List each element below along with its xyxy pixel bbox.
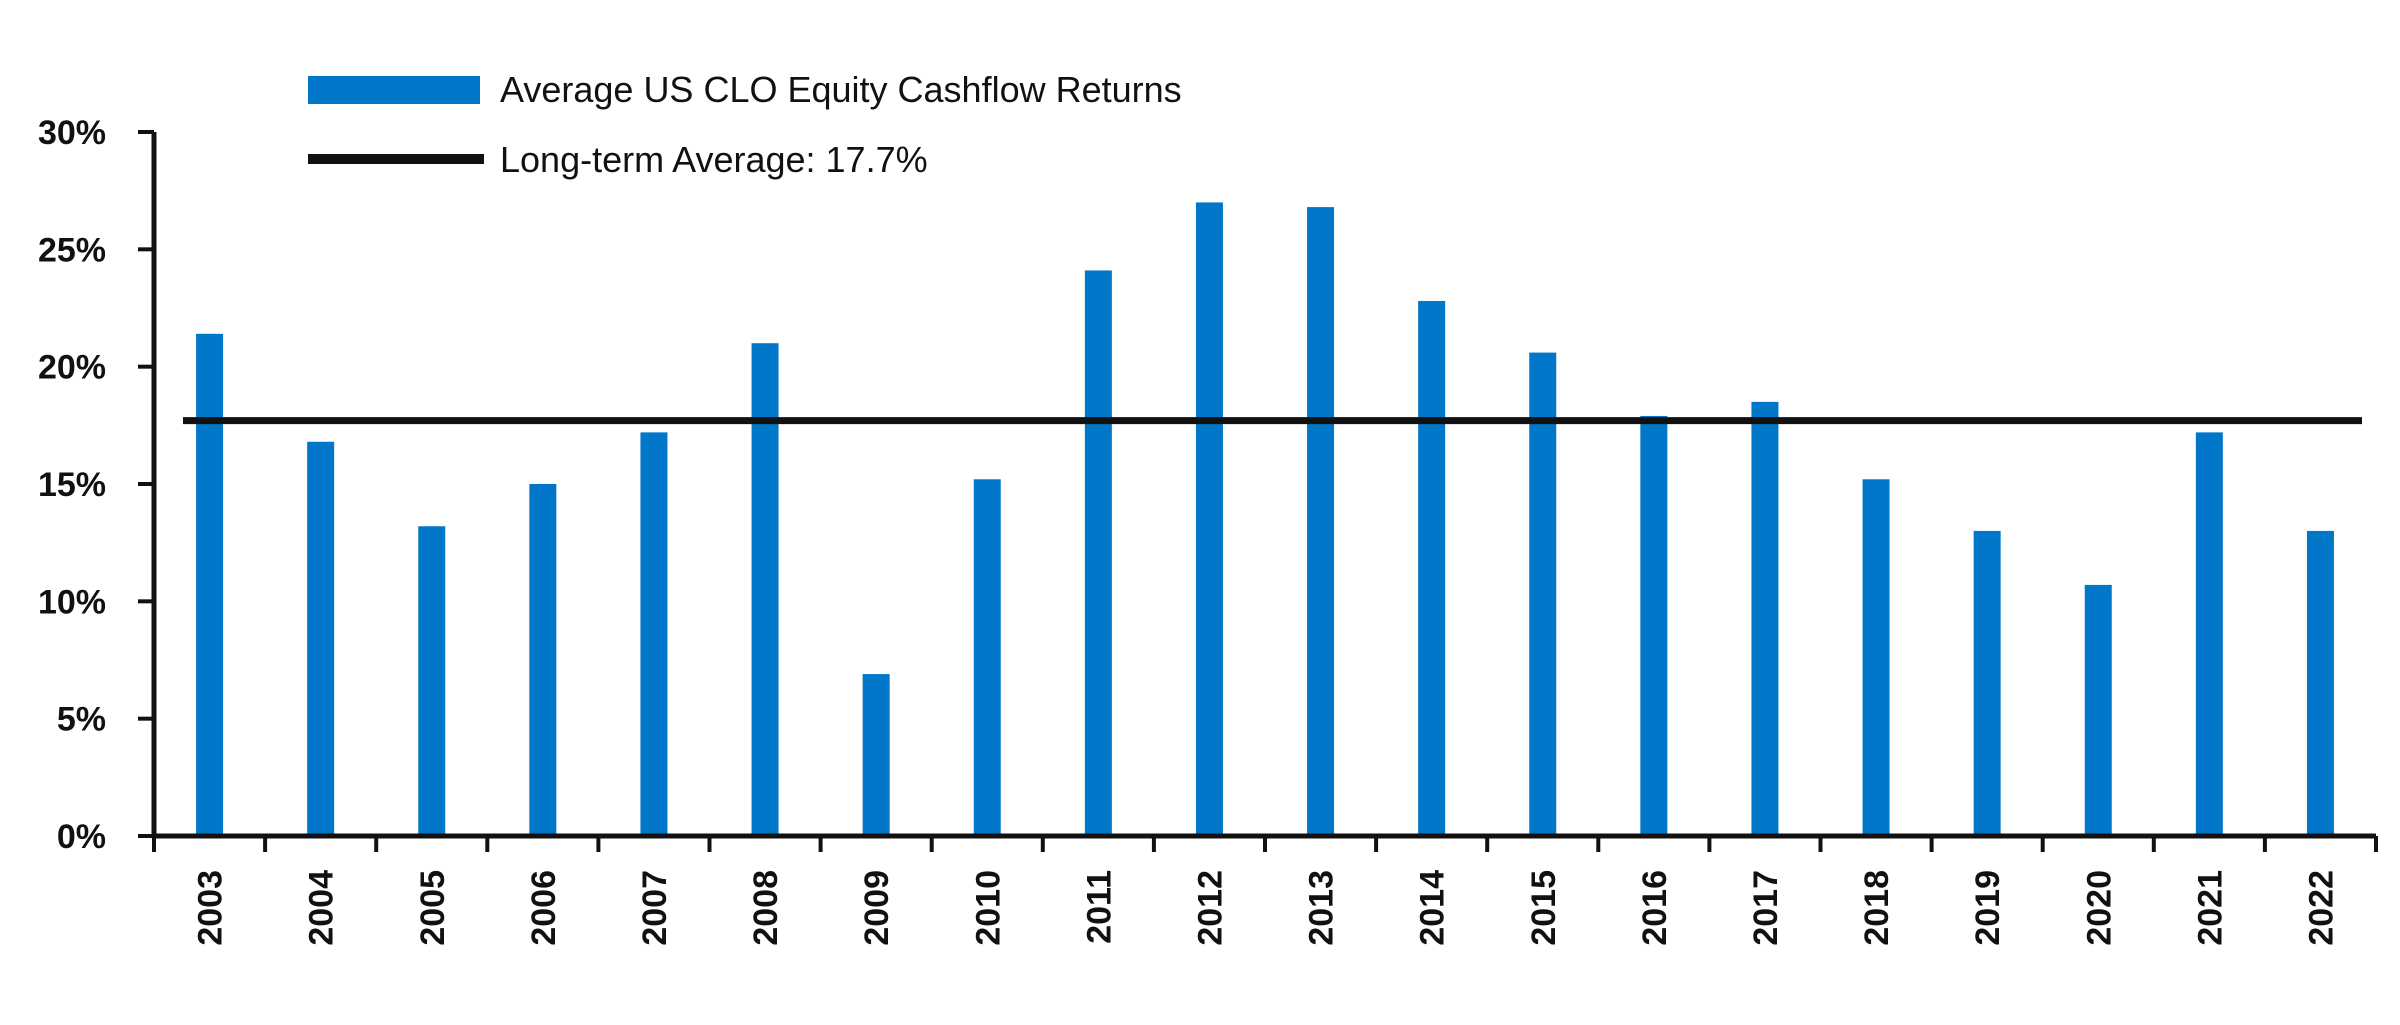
bar-2015 <box>1529 352 1557 836</box>
x-tick-label: 2019 <box>1969 870 2007 946</box>
y-tick-label: 10% <box>38 583 106 621</box>
y-tick-label: 25% <box>38 231 106 269</box>
legend-swatch-line <box>308 154 484 164</box>
y-axis-ticks: 0% 5% 10% 15% 20% 25% 30% <box>38 114 154 856</box>
bar-2009 <box>862 674 890 836</box>
legend-label-bar-series: Average US CLO Equity Cashflow Returns <box>500 69 1182 110</box>
bar-2013 <box>1307 207 1335 837</box>
bar-2005 <box>418 526 446 836</box>
x-tick-label: 2014 <box>1414 870 1452 946</box>
y-tick-label: 30% <box>38 114 106 152</box>
x-tick-label: 2003 <box>192 870 230 946</box>
x-tick-label: 2012 <box>1191 870 1229 946</box>
legend-label-average-line: Long-term Average: 17.7% <box>500 139 928 180</box>
bar-2021 <box>2195 432 2223 836</box>
bar-2016 <box>1640 415 1668 836</box>
x-tick-label: 2009 <box>858 870 896 946</box>
bar-2004 <box>307 441 335 836</box>
x-tick-label: 2004 <box>303 870 341 946</box>
x-tick-label: 2013 <box>1303 870 1341 946</box>
x-tick-label: 2016 <box>1636 870 1674 946</box>
x-tick-label: 2018 <box>1858 870 1896 946</box>
y-tick-label: 15% <box>38 466 106 504</box>
x-tick-label: 2022 <box>2302 870 2340 946</box>
y-tick-label: 5% <box>57 701 106 739</box>
x-tick-label: 2008 <box>747 870 785 946</box>
bar-2019 <box>1973 530 2001 836</box>
bar-2012 <box>1195 202 1223 836</box>
y-tick-label: 0% <box>57 818 106 856</box>
x-tick-label: 2017 <box>1747 870 1785 946</box>
x-tick-label: 2005 <box>414 870 452 946</box>
bar-2020 <box>2084 584 2112 836</box>
bar-2018 <box>1862 479 1890 836</box>
x-tick-label: 2006 <box>525 870 563 946</box>
legend: Average US CLO Equity Cashflow Returns L… <box>308 69 1182 180</box>
x-tick-label: 2011 <box>1080 870 1118 944</box>
bar-2007 <box>640 432 668 836</box>
bar-2017 <box>1751 401 1779 836</box>
bar-2022 <box>2306 530 2334 836</box>
x-tick-label: 2010 <box>969 870 1007 946</box>
bars <box>196 202 2334 837</box>
y-tick-label: 20% <box>38 349 106 387</box>
bar-2014 <box>1418 300 1446 837</box>
x-tick-label: 2020 <box>2080 870 2118 946</box>
bar-2011 <box>1084 270 1112 836</box>
x-tick-label: 2007 <box>636 870 674 946</box>
x-axis-ticks: 2003 2004 2005 2006 2007 2008 2009 2010 2011 2012… <box>152 836 2378 946</box>
bar-2008 <box>751 343 779 836</box>
legend-swatch-bar <box>308 76 480 104</box>
x-tick-label: 2015 <box>1525 870 1563 946</box>
axes <box>151 132 2376 839</box>
bar-2006 <box>529 484 557 836</box>
x-tick-label: 2021 <box>2191 870 2229 946</box>
bar-2010 <box>973 479 1001 836</box>
bar-2003 <box>196 333 224 836</box>
